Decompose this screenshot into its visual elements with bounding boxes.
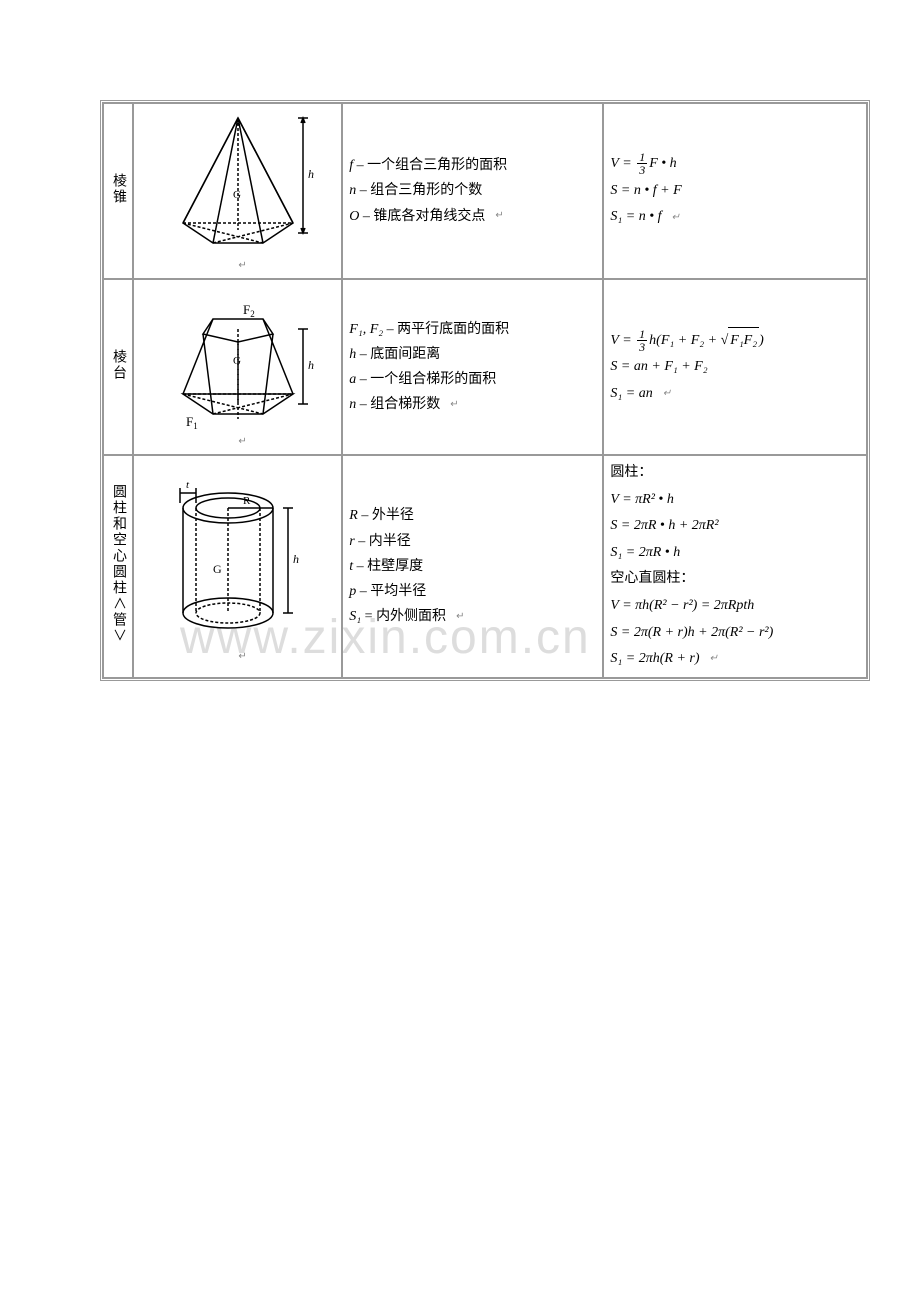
pyramid-diagram: h G	[158, 108, 318, 258]
svg-text:t: t	[186, 479, 190, 491]
svg-text:F1: F1	[186, 414, 198, 431]
diagram-cell: h G ↵	[133, 103, 342, 279]
table-row: 圆柱和空心圆柱∧管∨	[103, 455, 867, 678]
svg-text:h: h	[308, 358, 314, 372]
frustum-diagram: F2 F1 h G	[158, 284, 318, 434]
cylinder-diagram: t R h G	[158, 468, 318, 648]
diagram-cell: F2 F1 h G ↵	[133, 279, 342, 455]
diagram-cell: t R h G ↵	[133, 455, 342, 678]
symbols-cell: F₁, F₂ – 两平行底面的面积 h – 底面间距离 a – 一个组合梯形的面…	[342, 279, 603, 455]
svg-text:R: R	[243, 495, 251, 507]
formulas-cell: 圆柱： V = πR² • h S = 2πR • h + 2πR² S₁ = …	[603, 455, 867, 678]
svg-text:G: G	[233, 355, 241, 367]
svg-text:G: G	[213, 562, 222, 576]
symbols-cell: R – 外半径 r – 内半径 t – 柱壁厚度 p – 平均半径 S₁ = 内…	[342, 455, 603, 678]
shape-name-cell: 圆柱和空心圆柱∧管∨	[103, 455, 133, 678]
shape-name-cell: 棱台	[103, 279, 133, 455]
shape-name-cell: 棱锥	[103, 103, 133, 279]
symbols-cell: f – 一个组合三角形的面积 n – 组合三角形的个数 O – 锥底各对角线交点…	[342, 103, 603, 279]
table-row: 棱台	[103, 279, 867, 455]
svg-text:h: h	[308, 167, 314, 181]
formulas-cell: V = 13h(F₁ + F₂ + √F₁F₂) S = an + F₁ + F…	[603, 279, 867, 455]
svg-text:G: G	[233, 189, 241, 201]
formulas-cell: V = 13F • h S = n • f + F S₁ = n • f↵	[603, 103, 867, 279]
table-row: 棱锥	[103, 103, 867, 279]
svg-text:h: h	[293, 552, 299, 566]
svg-text:F2: F2	[243, 302, 255, 319]
geometry-formulas-table: 棱锥	[100, 100, 870, 681]
